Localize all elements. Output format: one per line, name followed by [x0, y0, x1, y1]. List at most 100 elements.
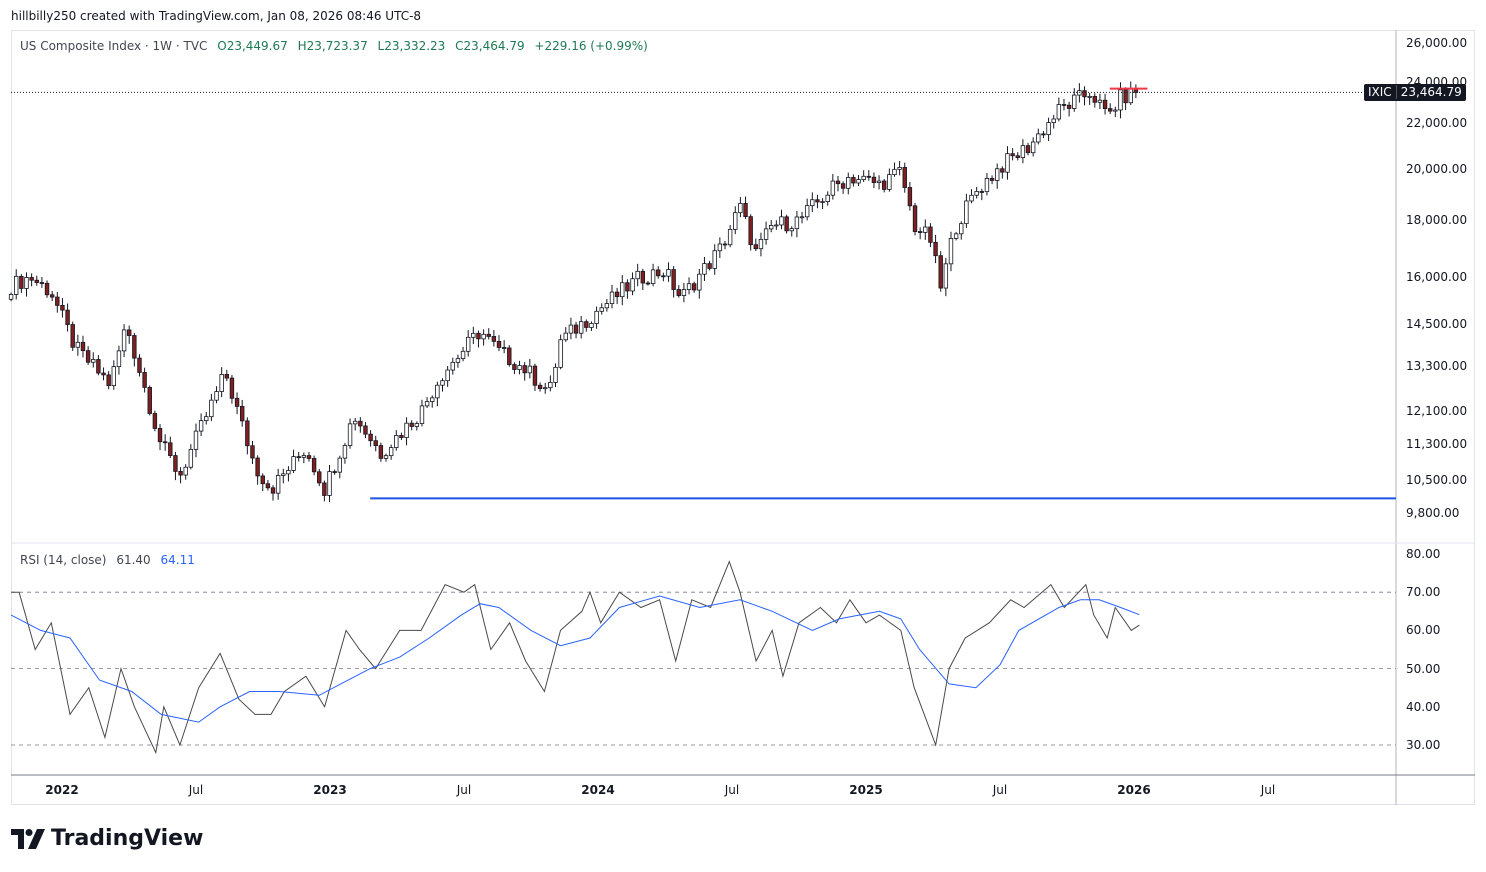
- candle-up: [424, 401, 430, 407]
- price-tick-label: 22,000.00: [1406, 116, 1468, 131]
- candle-down: [743, 203, 748, 218]
- candle-up: [604, 303, 610, 309]
- candle-up: [794, 216, 800, 230]
- candle-down: [44, 282, 50, 296]
- price-tick-label: 16,000.00: [1406, 269, 1468, 284]
- candle-down: [265, 483, 271, 489]
- candle-up: [681, 289, 687, 296]
- time-tick-label: Jul: [456, 783, 472, 797]
- tradingview-logo[interactable]: TradingView: [11, 826, 203, 851]
- price-tick-label: 11,300.00: [1406, 437, 1468, 452]
- candle-down: [645, 282, 651, 285]
- time-tick-label: 2024: [581, 783, 615, 797]
- candle-down: [902, 167, 907, 188]
- candle-down: [1061, 104, 1067, 106]
- symbol-legend: US Composite Index · 1W · TVC O23,449.67…: [20, 39, 648, 53]
- rsi-ma-value: 64.11: [160, 553, 195, 567]
- candle-up: [1087, 96, 1092, 98]
- candle-down: [1092, 96, 1097, 103]
- candle-up: [887, 174, 892, 190]
- candle-up: [563, 332, 568, 341]
- candle-up: [609, 291, 615, 305]
- time-tick-label: 2023: [313, 783, 347, 797]
- candle-down: [358, 420, 363, 427]
- candle-down: [55, 296, 60, 306]
- candle-up: [450, 361, 455, 371]
- candle-up: [1097, 99, 1103, 103]
- candle-down: [332, 471, 337, 473]
- candle-up: [733, 212, 738, 230]
- candle-down: [671, 269, 676, 290]
- candle-down: [501, 347, 507, 349]
- candle-up: [1046, 122, 1051, 136]
- candle-up: [419, 405, 425, 424]
- candle-up: [481, 333, 486, 340]
- candle-down: [49, 294, 55, 298]
- price-tick-label: 9,800.00: [1406, 505, 1460, 520]
- candle-down: [245, 420, 250, 447]
- candle-down: [80, 341, 86, 352]
- candle-down: [691, 283, 697, 291]
- candle-down: [311, 458, 317, 473]
- candle-down: [250, 445, 255, 459]
- price-tick-label: 12,100.00: [1406, 404, 1468, 419]
- candle-up: [440, 380, 445, 386]
- candle-up: [1113, 109, 1118, 112]
- candle-up: [527, 365, 533, 374]
- candle-down: [625, 282, 630, 292]
- candle-up: [589, 323, 594, 328]
- candle-down: [363, 425, 368, 435]
- candle-down: [306, 455, 312, 459]
- candle-up: [116, 350, 122, 368]
- candle-up: [1020, 145, 1026, 158]
- candle-up: [352, 420, 358, 425]
- candle-down: [60, 305, 65, 311]
- ohlc-close: C23,464.79: [455, 39, 525, 53]
- candle-down: [871, 176, 877, 183]
- candle-down: [127, 329, 132, 336]
- candle-up: [281, 473, 286, 476]
- candle-down: [840, 183, 846, 189]
- candle-up: [892, 168, 897, 176]
- chart-caption: hillbilly250 created with TradingView.co…: [11, 9, 422, 23]
- candle-down: [851, 177, 856, 184]
- rsi-tick-label: 50.00: [1406, 661, 1441, 676]
- candle-up: [666, 269, 671, 277]
- candle-up: [8, 294, 14, 300]
- price-tick-label: 13,300.00: [1406, 358, 1468, 373]
- candle-up: [995, 168, 1000, 181]
- candle-down: [784, 216, 789, 232]
- candle-up: [1036, 133, 1041, 143]
- candle-up: [209, 399, 214, 418]
- candle-down: [573, 324, 579, 334]
- candle-up: [686, 283, 692, 290]
- candle-down: [137, 357, 142, 373]
- candle-up: [75, 341, 81, 348]
- candle-down: [368, 433, 373, 442]
- candle-up: [825, 194, 830, 202]
- candle-down: [1123, 89, 1128, 104]
- ohlc-low: L23,332.23: [377, 39, 446, 53]
- candle-up: [435, 384, 440, 399]
- candle-up: [594, 310, 599, 324]
- badge-value: 23,464.79: [1400, 85, 1462, 100]
- candle-up: [347, 423, 353, 446]
- candle-up: [964, 200, 969, 225]
- candle-down: [157, 428, 163, 443]
- candle-down: [168, 442, 173, 456]
- candle-up: [846, 177, 851, 189]
- candle-up: [697, 273, 702, 291]
- rsi-tick-label: 40.00: [1406, 699, 1441, 714]
- rsi-tick-label: 60.00: [1406, 623, 1441, 638]
- candle-up: [799, 216, 805, 219]
- candle-down: [178, 470, 183, 476]
- candle-up: [198, 420, 204, 432]
- candle-down: [162, 441, 168, 444]
- candle-down: [296, 456, 301, 459]
- candle-up: [183, 466, 188, 476]
- candle-down: [584, 321, 589, 328]
- candle-down: [933, 241, 938, 257]
- candle-up: [24, 277, 29, 289]
- drawn-lines[interactable]: [11, 87, 1396, 500]
